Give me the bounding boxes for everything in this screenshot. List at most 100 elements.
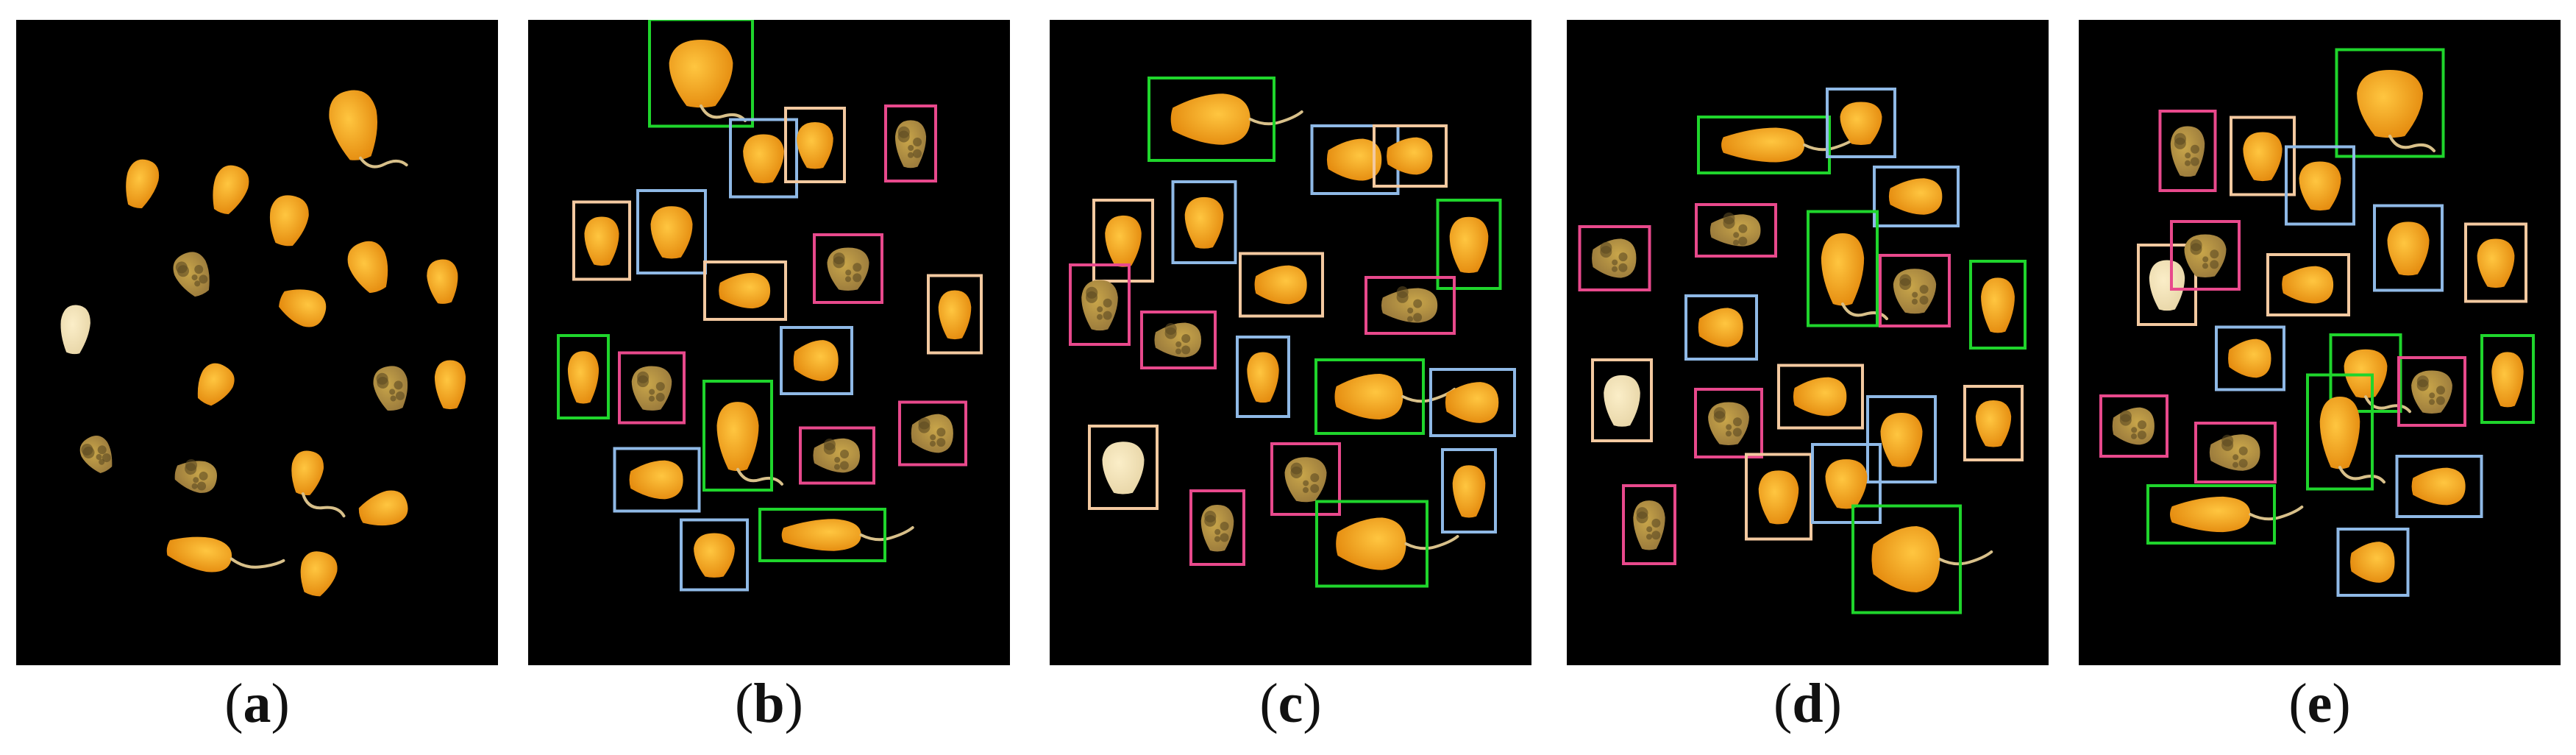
detection-box xyxy=(1088,425,1159,510)
corn-kernel xyxy=(1247,352,1279,403)
detection-box xyxy=(729,118,798,199)
corn-kernel xyxy=(1825,459,1868,509)
detection-box xyxy=(1963,385,2024,461)
detection-box xyxy=(1140,311,1217,369)
moldy-kernel xyxy=(2170,126,2205,177)
caption-b: (b) xyxy=(735,673,803,734)
corn-kernel xyxy=(166,536,285,573)
corn-kernel xyxy=(347,241,388,294)
corn-kernel xyxy=(716,402,783,486)
moldy-kernel xyxy=(1154,322,1201,358)
corn-kernel xyxy=(2170,496,2304,533)
image-panel-e xyxy=(2079,20,2561,665)
corn-kernel xyxy=(2491,352,2524,408)
corn-kernel xyxy=(1975,400,2012,447)
detection-box xyxy=(2230,116,2296,196)
corn-kernel xyxy=(1387,137,1433,175)
detection-box xyxy=(2266,253,2350,316)
corn-kernel xyxy=(650,206,693,259)
corn-kernel xyxy=(1981,277,2015,333)
detection-box xyxy=(1148,77,1275,162)
detection-box xyxy=(2464,222,2527,303)
corn-kernel xyxy=(793,340,839,381)
detection-box xyxy=(2480,334,2535,424)
detection-box xyxy=(784,107,846,183)
detection-box xyxy=(1622,484,1676,565)
corn-kernel xyxy=(1604,375,1640,427)
detection-box xyxy=(2158,110,2217,192)
moldy-kernel xyxy=(911,414,953,453)
corn-kernel xyxy=(1334,374,1456,419)
image-panel-a xyxy=(16,20,498,665)
detection-box xyxy=(1811,443,1882,524)
detection-box xyxy=(636,189,707,274)
corn-kernel xyxy=(1170,93,1303,145)
corn-kernel xyxy=(269,195,309,247)
corn-kernel xyxy=(60,305,90,355)
moldy-kernel xyxy=(827,247,869,291)
moldy-kernel xyxy=(1709,212,1761,247)
corn-kernel xyxy=(291,450,346,518)
detection-box xyxy=(898,400,967,467)
detection-box xyxy=(680,518,749,592)
corn-kernel xyxy=(1105,215,1142,267)
moldy-kernel xyxy=(894,120,927,169)
corn-kernel xyxy=(629,460,683,500)
corn-kernel xyxy=(1871,526,1993,592)
detection-box xyxy=(1069,263,1131,346)
detection-box xyxy=(572,200,631,281)
corn-kernel xyxy=(2319,396,2385,484)
detection-box xyxy=(1578,225,1651,291)
corn-kernel xyxy=(2350,542,2395,583)
corn-kernel xyxy=(743,134,784,184)
detection-box xyxy=(1270,442,1341,516)
detection-box xyxy=(1365,276,1456,335)
detection-box xyxy=(1236,336,1290,418)
corn-kernel xyxy=(427,259,458,304)
moldy-kernel xyxy=(1081,280,1118,331)
detection-box xyxy=(557,334,610,419)
image-panel-c xyxy=(1050,20,1531,665)
detection-box xyxy=(2397,356,2466,427)
corn-kernel xyxy=(2149,260,2185,311)
moldy-kernel xyxy=(173,252,210,297)
kernel-image-a xyxy=(60,90,466,597)
moldy-kernel xyxy=(1284,457,1327,503)
corn-kernel xyxy=(197,363,235,406)
detection-box xyxy=(1826,88,1896,158)
detection-box xyxy=(1591,358,1653,442)
kernel-image-e xyxy=(2099,48,2535,597)
corn-kernel xyxy=(1758,470,1799,525)
corn-kernel xyxy=(2387,221,2430,276)
moldy-kernel xyxy=(1200,505,1234,552)
caption-a: (a) xyxy=(224,673,290,734)
corn-kernel xyxy=(358,490,408,526)
image-panel-b xyxy=(528,20,1010,665)
corn-kernel xyxy=(781,519,914,551)
corn-kernel xyxy=(2228,338,2271,378)
detection-box xyxy=(1694,388,1763,458)
corn-kernel xyxy=(1880,413,1923,467)
moldy-kernel xyxy=(813,438,860,473)
corn-kernel xyxy=(694,533,735,578)
corn-kernel xyxy=(1840,102,1882,145)
detection-box xyxy=(1373,124,1448,188)
detection-box xyxy=(884,104,937,182)
corn-kernel xyxy=(1326,138,1382,181)
detection-box xyxy=(813,233,883,304)
detection-box xyxy=(1777,364,1864,430)
moldy-kernel xyxy=(1592,238,1637,278)
moldy-kernel xyxy=(1893,269,1937,314)
moldy-kernel xyxy=(79,435,113,474)
corn-kernel xyxy=(329,90,408,169)
corn-kernel xyxy=(567,351,599,404)
corn-kernel xyxy=(1336,517,1459,570)
detection-box xyxy=(1429,368,1516,437)
kernel-image-c xyxy=(1069,77,1516,588)
detection-box xyxy=(927,274,983,355)
detection-box xyxy=(2335,48,2445,158)
moldy-kernel xyxy=(2209,434,2260,471)
moldy-kernel xyxy=(1633,500,1665,550)
detection-box xyxy=(1436,199,1502,290)
corn-kernel xyxy=(1449,216,1489,274)
